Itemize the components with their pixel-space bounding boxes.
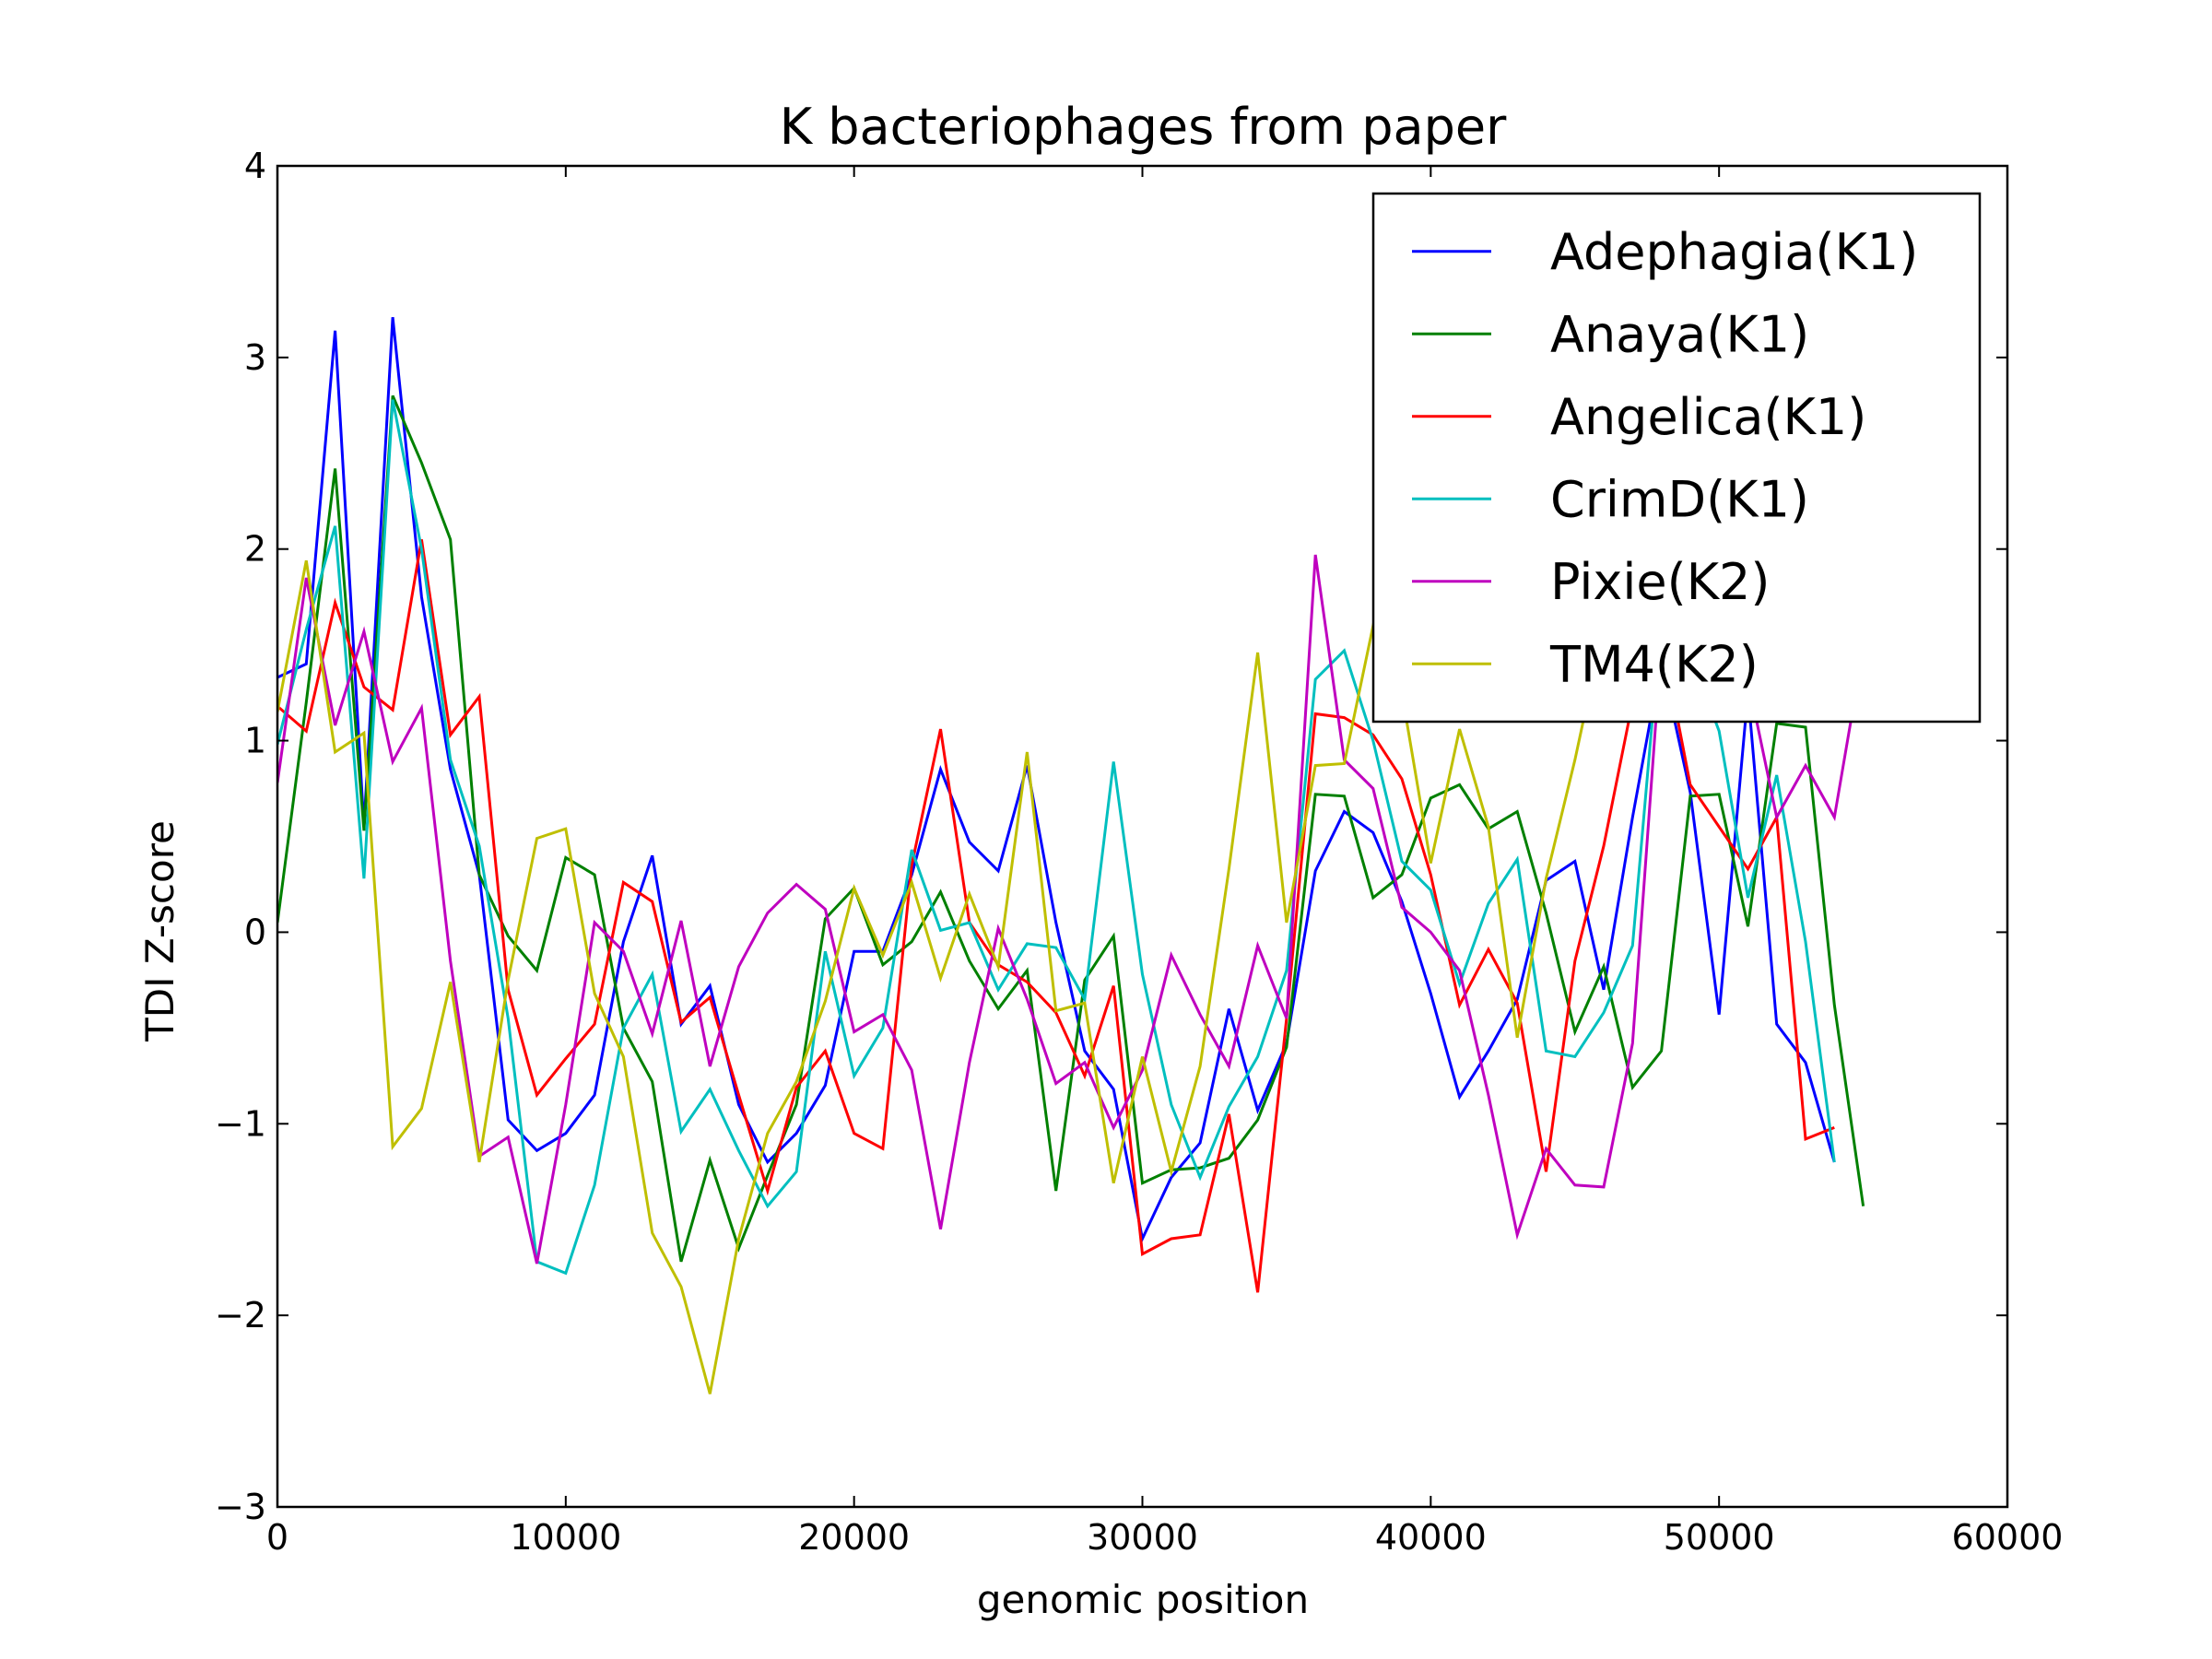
y-tick-label-5: 2 xyxy=(244,529,266,570)
y-axis-label: TDI Z-score xyxy=(137,820,182,1042)
y-tick-label-7: 4 xyxy=(244,146,266,186)
y-tick-label-2: −1 xyxy=(215,1103,266,1144)
y-tick-label-4: 1 xyxy=(244,721,266,761)
x-tick-label-2: 20000 xyxy=(798,1517,910,1558)
series-line-1 xyxy=(277,394,1865,1263)
y-tick-label-6: 3 xyxy=(244,337,266,378)
y-tick-label-0: −3 xyxy=(215,1487,266,1527)
legend-label-5: TM4(K2) xyxy=(1549,635,1759,693)
series-line-5 xyxy=(277,559,1835,1394)
series-line-4 xyxy=(277,554,1894,1265)
series-line-2 xyxy=(277,539,1835,1293)
legend-label-3: CrimD(K1) xyxy=(1550,470,1809,528)
legend-label-0: Adephagia(K1) xyxy=(1550,223,1918,281)
legend-label-1: Anaya(K1) xyxy=(1550,305,1809,363)
legend-box xyxy=(1371,192,1982,724)
legend: Adephagia(K1) Anaya(K1) Angelica(K1) CrimD(… xyxy=(1371,192,1982,724)
legend-label-2: Angelica(K1) xyxy=(1550,388,1866,446)
x-tick-label-3: 30000 xyxy=(1087,1517,1198,1558)
plot-frame xyxy=(276,164,2009,1509)
x-tick-label-4: 40000 xyxy=(1375,1517,1487,1558)
y-tick-label-3: 0 xyxy=(244,912,266,952)
tick-layer: 0 10000 20000 30000 40000 50000 60000 −3 −2 −1 0 1 2… xyxy=(215,146,2063,1558)
y-tick-label-1: −2 xyxy=(215,1295,266,1335)
x-axis-label: genomic position xyxy=(977,1577,1309,1622)
x-tick-label-1: 10000 xyxy=(510,1517,621,1558)
chart-title: K bacteriophages from paper xyxy=(780,98,1507,156)
series-layer xyxy=(277,317,1894,1394)
x-tick-label-6: 60000 xyxy=(1952,1517,2064,1558)
x-tick-label-5: 50000 xyxy=(1664,1517,1775,1558)
x-tick-label-0: 0 xyxy=(266,1517,288,1558)
legend-label-4: Pixie(K2) xyxy=(1550,553,1770,611)
series-line-0 xyxy=(277,317,1836,1243)
